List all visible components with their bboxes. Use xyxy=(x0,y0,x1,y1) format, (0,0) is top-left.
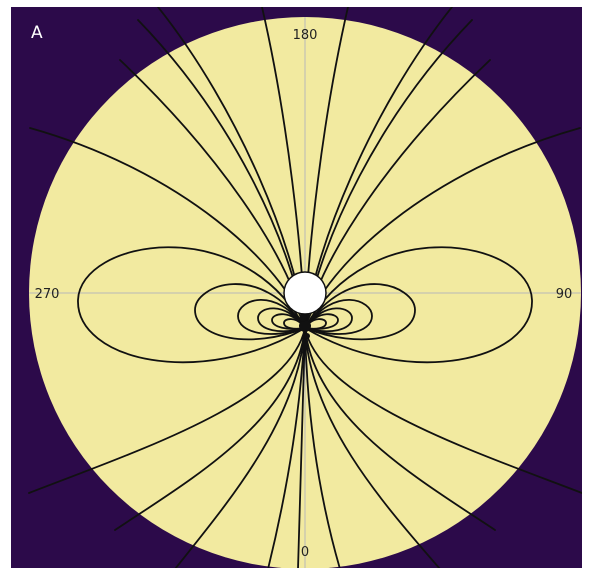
field-loop xyxy=(304,307,353,332)
field-line xyxy=(297,327,306,568)
compass-label-bottom: 0 xyxy=(301,545,309,560)
field-loop xyxy=(304,299,373,335)
field-loop xyxy=(283,318,306,330)
central-white-disk xyxy=(283,271,327,315)
field-line xyxy=(304,327,582,494)
field-line xyxy=(28,327,306,494)
panel-label: A xyxy=(31,23,43,43)
field-line xyxy=(114,327,306,531)
compass-label-top: 180 xyxy=(293,28,318,43)
field-loop xyxy=(304,246,533,364)
compass-label-left: 270 xyxy=(35,287,60,302)
field-loop xyxy=(257,307,306,332)
field-line xyxy=(304,327,441,568)
field-line xyxy=(174,327,306,568)
field-line xyxy=(304,327,341,568)
field-loop xyxy=(304,283,416,341)
field-loop xyxy=(237,299,306,335)
compass-label-right: 90 xyxy=(556,287,573,302)
field-line xyxy=(267,327,306,568)
source-point xyxy=(299,314,311,339)
field-line xyxy=(304,327,496,531)
field-loop xyxy=(304,318,327,330)
field-loop xyxy=(194,283,306,341)
field-loop xyxy=(77,246,306,364)
